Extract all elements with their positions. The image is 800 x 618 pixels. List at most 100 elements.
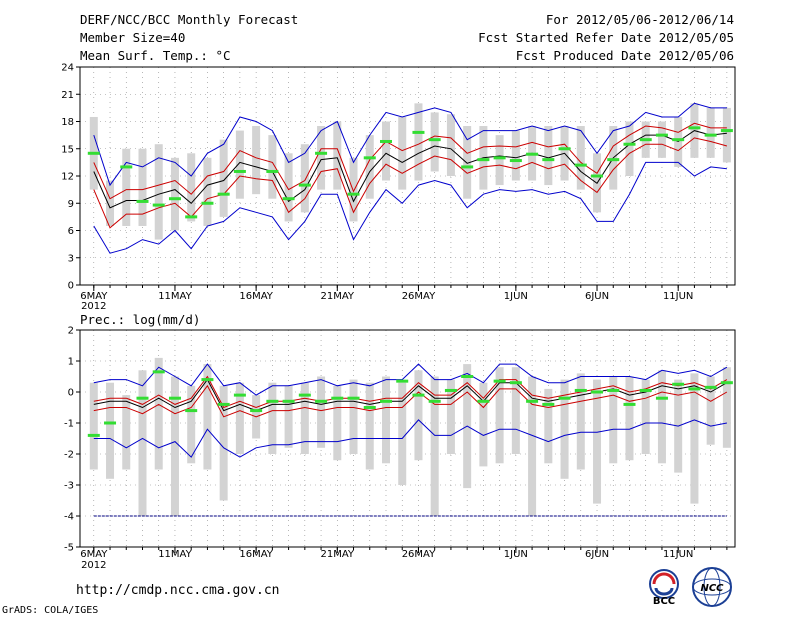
ensemble-spread-box — [333, 385, 342, 461]
y-tick-label: 1 — [68, 357, 74, 368]
ensemble-spread-box — [122, 148, 131, 226]
ensemble-spread-box — [657, 121, 666, 158]
observed-marker — [104, 421, 117, 425]
observed-marker — [542, 402, 555, 406]
observed-marker — [428, 399, 441, 403]
observed-marker — [201, 378, 214, 382]
y-tick-label: 3 — [68, 253, 74, 264]
observed-marker — [591, 174, 604, 178]
ensemble-spread-box — [641, 379, 650, 454]
ensemble-spread-box — [625, 121, 634, 176]
series-line-lower-inner — [93, 137, 728, 229]
observed-marker — [233, 393, 246, 397]
y-tick-label: -5 — [64, 543, 74, 554]
observed-marker — [509, 381, 522, 385]
ensemble-spread-box — [317, 126, 326, 190]
series-line-ensemble-mean — [93, 130, 727, 209]
ensemble-spread-box — [381, 376, 390, 464]
ncc-logo: NCC — [692, 567, 732, 607]
observed-marker — [704, 133, 717, 137]
ensemble-spread-box — [187, 385, 196, 464]
series-line-max — [93, 363, 728, 396]
observed-marker — [477, 158, 490, 162]
variable-label: Mean Surf. Temp.: °C — [80, 48, 231, 63]
bcc-logo-label: BCC — [653, 596, 675, 606]
ensemble-spread-box — [625, 376, 634, 461]
observed-marker — [315, 399, 328, 403]
x-tick-label: 6MAY — [80, 291, 108, 302]
observed-marker — [688, 126, 701, 130]
chart-panel-1: 0 3 6 9 12 15 18 21 24 6MAY 11MAY 16MAY 21MAY 26MAY 1J… — [61, 63, 736, 312]
x-tick-label: 11JUN — [663, 549, 693, 560]
ensemble-spread-box — [528, 376, 537, 516]
ensemble-spread-box — [609, 376, 618, 464]
observed-marker — [266, 399, 279, 403]
series-line-min — [93, 419, 727, 458]
observed-marker — [217, 402, 230, 406]
ensemble-spread-box — [365, 382, 374, 470]
y-tick-label: 15 — [61, 144, 74, 155]
x-tick-label: 26MAY — [402, 291, 436, 302]
ensemble-spread-box — [317, 376, 326, 448]
ensemble-spread-box — [138, 148, 147, 226]
ensemble-spread-box — [154, 357, 163, 470]
ensemble-spread-box — [479, 382, 488, 467]
observed-marker — [185, 215, 198, 219]
observed-marker — [152, 203, 165, 207]
y-tick-label: 21 — [61, 90, 74, 101]
ensemble-spread-box — [106, 180, 115, 226]
ensemble-spread-box — [89, 382, 98, 470]
y-tick-label: -4 — [64, 512, 74, 523]
observed-marker — [461, 375, 474, 378]
x-tick-label: 6JUN — [585, 549, 609, 560]
observed-marker — [363, 156, 376, 160]
ensemble-spread-box — [284, 153, 293, 222]
ensemble-spread-box — [219, 139, 228, 217]
observed-marker — [185, 409, 198, 413]
observed-marker — [347, 192, 360, 196]
ensemble-spread-box — [219, 385, 228, 501]
observed-marker — [120, 165, 133, 169]
forecast-start-date: Fcst Started Refer Date 2012/05/05 — [478, 30, 734, 45]
y-tick-label: 24 — [61, 63, 74, 74]
x-year-label: 2012 — [81, 560, 106, 571]
ensemble-spread-box — [268, 135, 277, 199]
series-line-lower-inner — [93, 384, 728, 418]
ensemble-spread-box — [576, 126, 585, 190]
ensemble-spread-box — [544, 388, 553, 464]
ensemble-spread-box — [511, 367, 520, 454]
ensemble-spread-box — [203, 364, 212, 470]
observed-marker — [444, 388, 457, 392]
observed-marker — [623, 402, 636, 406]
observed-marker — [688, 387, 701, 391]
observed-marker — [379, 139, 392, 143]
observed-marker — [672, 138, 685, 142]
ensemble-spread-box — [706, 107, 715, 158]
observed-marker — [331, 396, 344, 400]
observed-marker — [461, 165, 474, 169]
y-tick-label: 2 — [68, 326, 74, 337]
ensemble-spread-box — [593, 379, 602, 504]
y-tick-label: 0 — [68, 281, 74, 292]
ensemble-spread-box — [446, 379, 455, 454]
ensemble-spread-box — [690, 373, 699, 504]
series-line-ensemble-mean — [93, 378, 728, 412]
observed-marker — [136, 396, 149, 400]
x-tick-label: 1JUN — [504, 291, 528, 302]
plot-frame — [79, 329, 736, 548]
observed-marker — [250, 409, 263, 413]
ensemble-spread-box — [414, 103, 423, 181]
observed-marker — [623, 142, 636, 146]
ensemble-spread-box — [398, 382, 407, 485]
footer-url[interactable]: http://cmdp.ncc.cma.gov.cn — [76, 583, 280, 598]
ensemble-spread-box — [203, 157, 212, 226]
ensemble-spread-box — [463, 126, 472, 199]
ensemble-spread-box — [138, 370, 147, 516]
observed-marker — [396, 379, 409, 383]
observed-marker — [639, 138, 652, 142]
chart-title: DERF/NCC/BCC Monthly Forecast — [80, 12, 299, 27]
x-tick-label: 26MAY — [402, 549, 436, 560]
x-tick-label: 16MAY — [239, 291, 273, 302]
